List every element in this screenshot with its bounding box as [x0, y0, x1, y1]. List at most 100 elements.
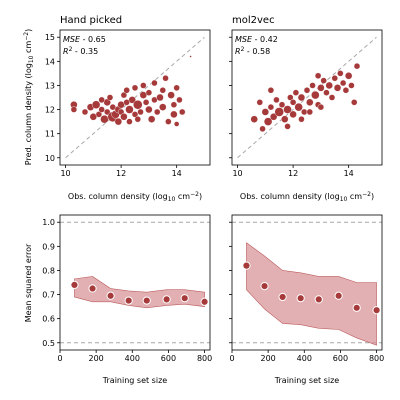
scatter-point: [137, 108, 144, 116]
scatter-point: [278, 101, 286, 108]
scatter-point: [134, 115, 141, 123]
y-tick-label: 13: [45, 81, 55, 90]
r2-sup: 2: [241, 46, 245, 53]
x-axis-label: Training set size: [102, 376, 167, 385]
scatter-point: [147, 115, 156, 123]
svg-text:MSE - 0.42: MSE - 0.42: [235, 35, 278, 44]
scatter-point: [176, 96, 183, 104]
x-tick-label: 200: [89, 354, 104, 363]
scatter-point: [154, 108, 161, 116]
svg-text:R2 - 0.35: R2 - 0.35: [63, 46, 98, 56]
scatter-point: [123, 99, 130, 106]
scatter-point: [123, 87, 130, 94]
scatter-point: [328, 94, 336, 101]
scatter-point: [317, 103, 325, 111]
scatter-point: [292, 89, 300, 96]
x-tick-label: 600: [333, 354, 348, 363]
svg-text:R2 - 0.58: R2 - 0.58: [235, 46, 270, 56]
scatter-point: [165, 118, 172, 125]
x-axis-label: Obs. column density (log10 cm−2): [68, 191, 202, 203]
scatter-point: [320, 77, 327, 84]
scatter-point: [250, 115, 258, 123]
mean-point: [180, 294, 189, 303]
scatter-point: [337, 70, 344, 77]
y-tick-label: 15: [45, 33, 55, 42]
scatter-point: [159, 87, 166, 94]
scatter-point: [348, 82, 355, 89]
scatter-point: [283, 105, 292, 114]
scatter-point: [145, 105, 153, 114]
scatter-point: [303, 87, 311, 94]
x-axis-label: Training set size: [274, 376, 339, 385]
scatter-point: [104, 108, 111, 116]
plot-frame: [231, 29, 383, 166]
panel-mse-hand-picked: Training set size Mean squared error 0 20…: [24, 214, 212, 385]
scatter-point: [274, 107, 284, 117]
panel-mol2vec: mol2vec MSE - 0.42 R2 - 0.58 Obs. column…: [229, 15, 383, 203]
mse-label: MSE: [63, 35, 81, 44]
scatter-point: [173, 121, 180, 127]
mean-point: [296, 294, 305, 303]
r2-value: - 0.35: [72, 47, 98, 56]
mean-point: [334, 291, 343, 300]
x-tick-label: 0: [229, 354, 234, 363]
x-tick-label: 400: [125, 354, 140, 363]
scatter-point: [273, 96, 280, 104]
x-tick-label: 800: [369, 354, 384, 363]
mean-point: [314, 295, 323, 304]
scatter-point: [306, 98, 314, 107]
scatter-point: [269, 113, 278, 121]
x-tick-label: 0: [57, 354, 62, 363]
scatter-point: [353, 62, 361, 70]
x-tick-label: 10: [232, 169, 242, 178]
scatter-point: [170, 101, 178, 108]
mean-point: [106, 291, 115, 300]
mean-point: [200, 297, 209, 306]
scatter-point: [314, 72, 322, 80]
mean-point: [124, 296, 133, 305]
scatter-point: [106, 94, 114, 101]
scatter-point: [159, 103, 167, 111]
y-tick-label: 14: [45, 57, 55, 66]
y-tick-label: 10: [45, 154, 55, 163]
scatter-point: [189, 55, 192, 58]
y-tick-label: 0.8: [42, 266, 55, 275]
scatter-point: [125, 105, 134, 114]
scatter-point: [131, 111, 139, 118]
metrics-annotation: MSE - 0.42 R2 - 0.58: [235, 35, 278, 56]
plot-frame: [59, 29, 211, 166]
scatter-point: [301, 108, 308, 116]
y-tick-label: 0.7: [42, 291, 55, 300]
plot-frame: [59, 214, 211, 351]
scatter-point: [98, 106, 105, 113]
scatter-point: [162, 75, 169, 82]
mean-point: [242, 261, 251, 270]
scatter-point: [100, 114, 109, 124]
scatter-point: [317, 84, 325, 92]
scatter-point: [259, 125, 266, 133]
y-axis-label: Mean squared error: [24, 243, 33, 322]
mean-point: [278, 292, 287, 302]
scatter-point: [298, 115, 305, 123]
scatter-point: [281, 115, 289, 123]
mean-point: [142, 296, 151, 305]
mean-point: [372, 306, 381, 315]
scatter-point: [98, 96, 105, 104]
panel-title: mol2vec: [232, 15, 275, 26]
scatter-point: [311, 90, 320, 100]
scatter-point: [267, 103, 275, 111]
x-tick-label: 200: [261, 354, 276, 363]
scatter-point: [91, 100, 101, 109]
x-tick-label: 12: [116, 169, 126, 178]
scatter-point: [120, 91, 128, 99]
scatter-point: [120, 113, 128, 121]
y-tick-label: 0.6: [42, 315, 55, 324]
scatter-point: [142, 99, 150, 106]
r2-value: - 0.58: [244, 47, 270, 56]
scatter-point: [167, 91, 175, 99]
mean-point: [260, 282, 269, 291]
y-tick-label: 1.0: [42, 218, 55, 227]
panel-mse-mol2vec: Training set size 0 200 400 600 800: [229, 214, 384, 385]
x-tick-label: 800: [197, 354, 212, 363]
